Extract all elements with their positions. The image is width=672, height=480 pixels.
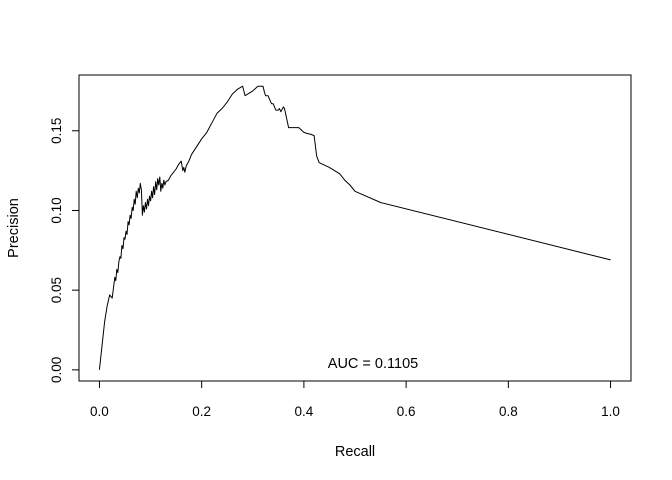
- x-tick-label: 0.4: [294, 404, 313, 419]
- y-tick-label: 0.15: [49, 118, 64, 144]
- annotation-auc: AUC = 0.1105: [328, 356, 418, 372]
- x-tick-label: 1.0: [601, 404, 620, 419]
- y-tick-label: 0.10: [49, 197, 64, 223]
- plot-frame: [78, 74, 632, 382]
- x-axis: 0.0 0.2 0.4 0.6 0.8 1.0: [90, 380, 620, 419]
- x-tick-label: 0.6: [397, 404, 416, 419]
- pr-curve-line: [98, 85, 611, 370]
- y-tick-label: 0.00: [49, 357, 64, 383]
- y-axis: 0.00 0.05 0.10 0.15: [49, 118, 80, 383]
- series-layer: [98, 85, 611, 370]
- y-axis-title: Precision: [6, 198, 22, 258]
- x-tick-label: 0.8: [499, 404, 518, 419]
- y-tick-label: 0.05: [49, 277, 64, 303]
- x-tick-label: 0.2: [192, 404, 211, 419]
- x-tick-label: 0.0: [90, 404, 109, 419]
- x-axis-title: Recall: [335, 444, 375, 460]
